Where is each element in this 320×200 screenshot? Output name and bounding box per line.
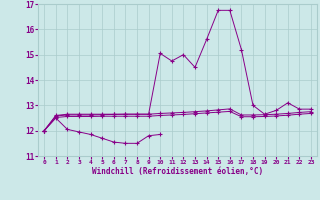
X-axis label: Windchill (Refroidissement éolien,°C): Windchill (Refroidissement éolien,°C): [92, 167, 263, 176]
